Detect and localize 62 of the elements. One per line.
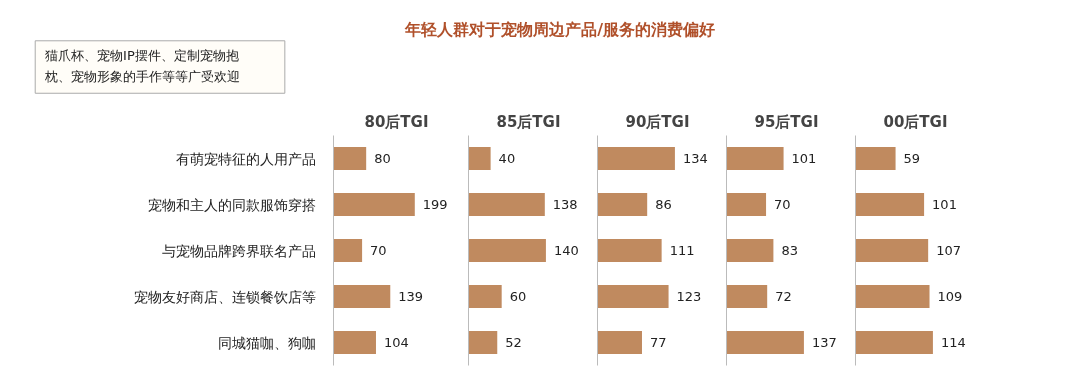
text: 猫爪杯、宠物IP摆件、定制宠物抱枕、宠物形象的手作等等广受欢迎 [44,47,241,85]
bar [597,285,669,308]
bar [333,331,376,354]
bar [597,331,642,354]
data-label: 77 [649,335,667,350]
data-label: 109 [937,289,963,304]
data-label: 101 [932,197,957,212]
data-label: 199 [422,197,448,212]
bar [726,331,804,354]
bar [855,147,896,170]
bar [468,193,545,216]
data-label: 80 [374,151,391,166]
bar [333,285,391,308]
data-label: 86 [655,197,672,212]
y-tick-label: 与宠物品牌跨界联名产品 [161,242,316,259]
data-label: 59 [903,151,921,166]
bar [597,147,675,170]
data-label: 52 [505,335,522,350]
text: 年轻人群对于宠物周边产品/服务的消费偏好 [404,20,716,40]
chart-title: 85后TGI [496,112,561,131]
bar [726,239,774,262]
data-label: 134 [682,151,708,166]
data-label: 137 [811,335,837,350]
bar [855,239,929,262]
bar [468,147,491,170]
bar [597,239,662,262]
chart-title: 95后TGI [754,112,819,131]
bar [726,147,784,170]
data-label: 114 [940,335,966,350]
bar [726,193,767,216]
bar [333,193,415,216]
data-label: 101 [791,151,817,166]
data-label: 138 [552,197,578,212]
bar [333,239,363,262]
data-label: 123 [676,289,702,304]
chart-title: 00后TGI [883,112,948,131]
data-label: 72 [775,289,792,304]
bar [855,285,930,308]
data-label: 140 [553,243,579,258]
data-label: 70 [774,197,791,212]
data-label: 111 [669,243,695,258]
bar [468,285,502,308]
bar [468,331,498,354]
data-label: 83 [781,243,798,258]
bar [855,331,933,354]
y-tick-label: 宠物和主人的同款服饰穿搭 [147,196,316,213]
data-label: 40 [498,151,516,166]
data-label: 70 [370,243,387,258]
data-label: 107 [936,243,961,258]
y-tick-label: 有萌宠特征的人用产品 [175,150,316,167]
data-label: 139 [398,289,424,304]
bar [726,285,768,308]
y-tick-label: 同城猫咖、狗咖 [217,334,316,351]
y-tick-label: 宠物友好商店、连锁餐饮店等 [133,288,316,305]
chart-title: 90后TGI [625,112,690,131]
chart-title: 80后TGI [364,112,429,131]
data-label: 104 [383,335,409,350]
bar [597,193,648,216]
bar [468,239,546,262]
bar [333,147,367,170]
data-label: 60 [509,289,527,304]
bar [855,193,925,216]
